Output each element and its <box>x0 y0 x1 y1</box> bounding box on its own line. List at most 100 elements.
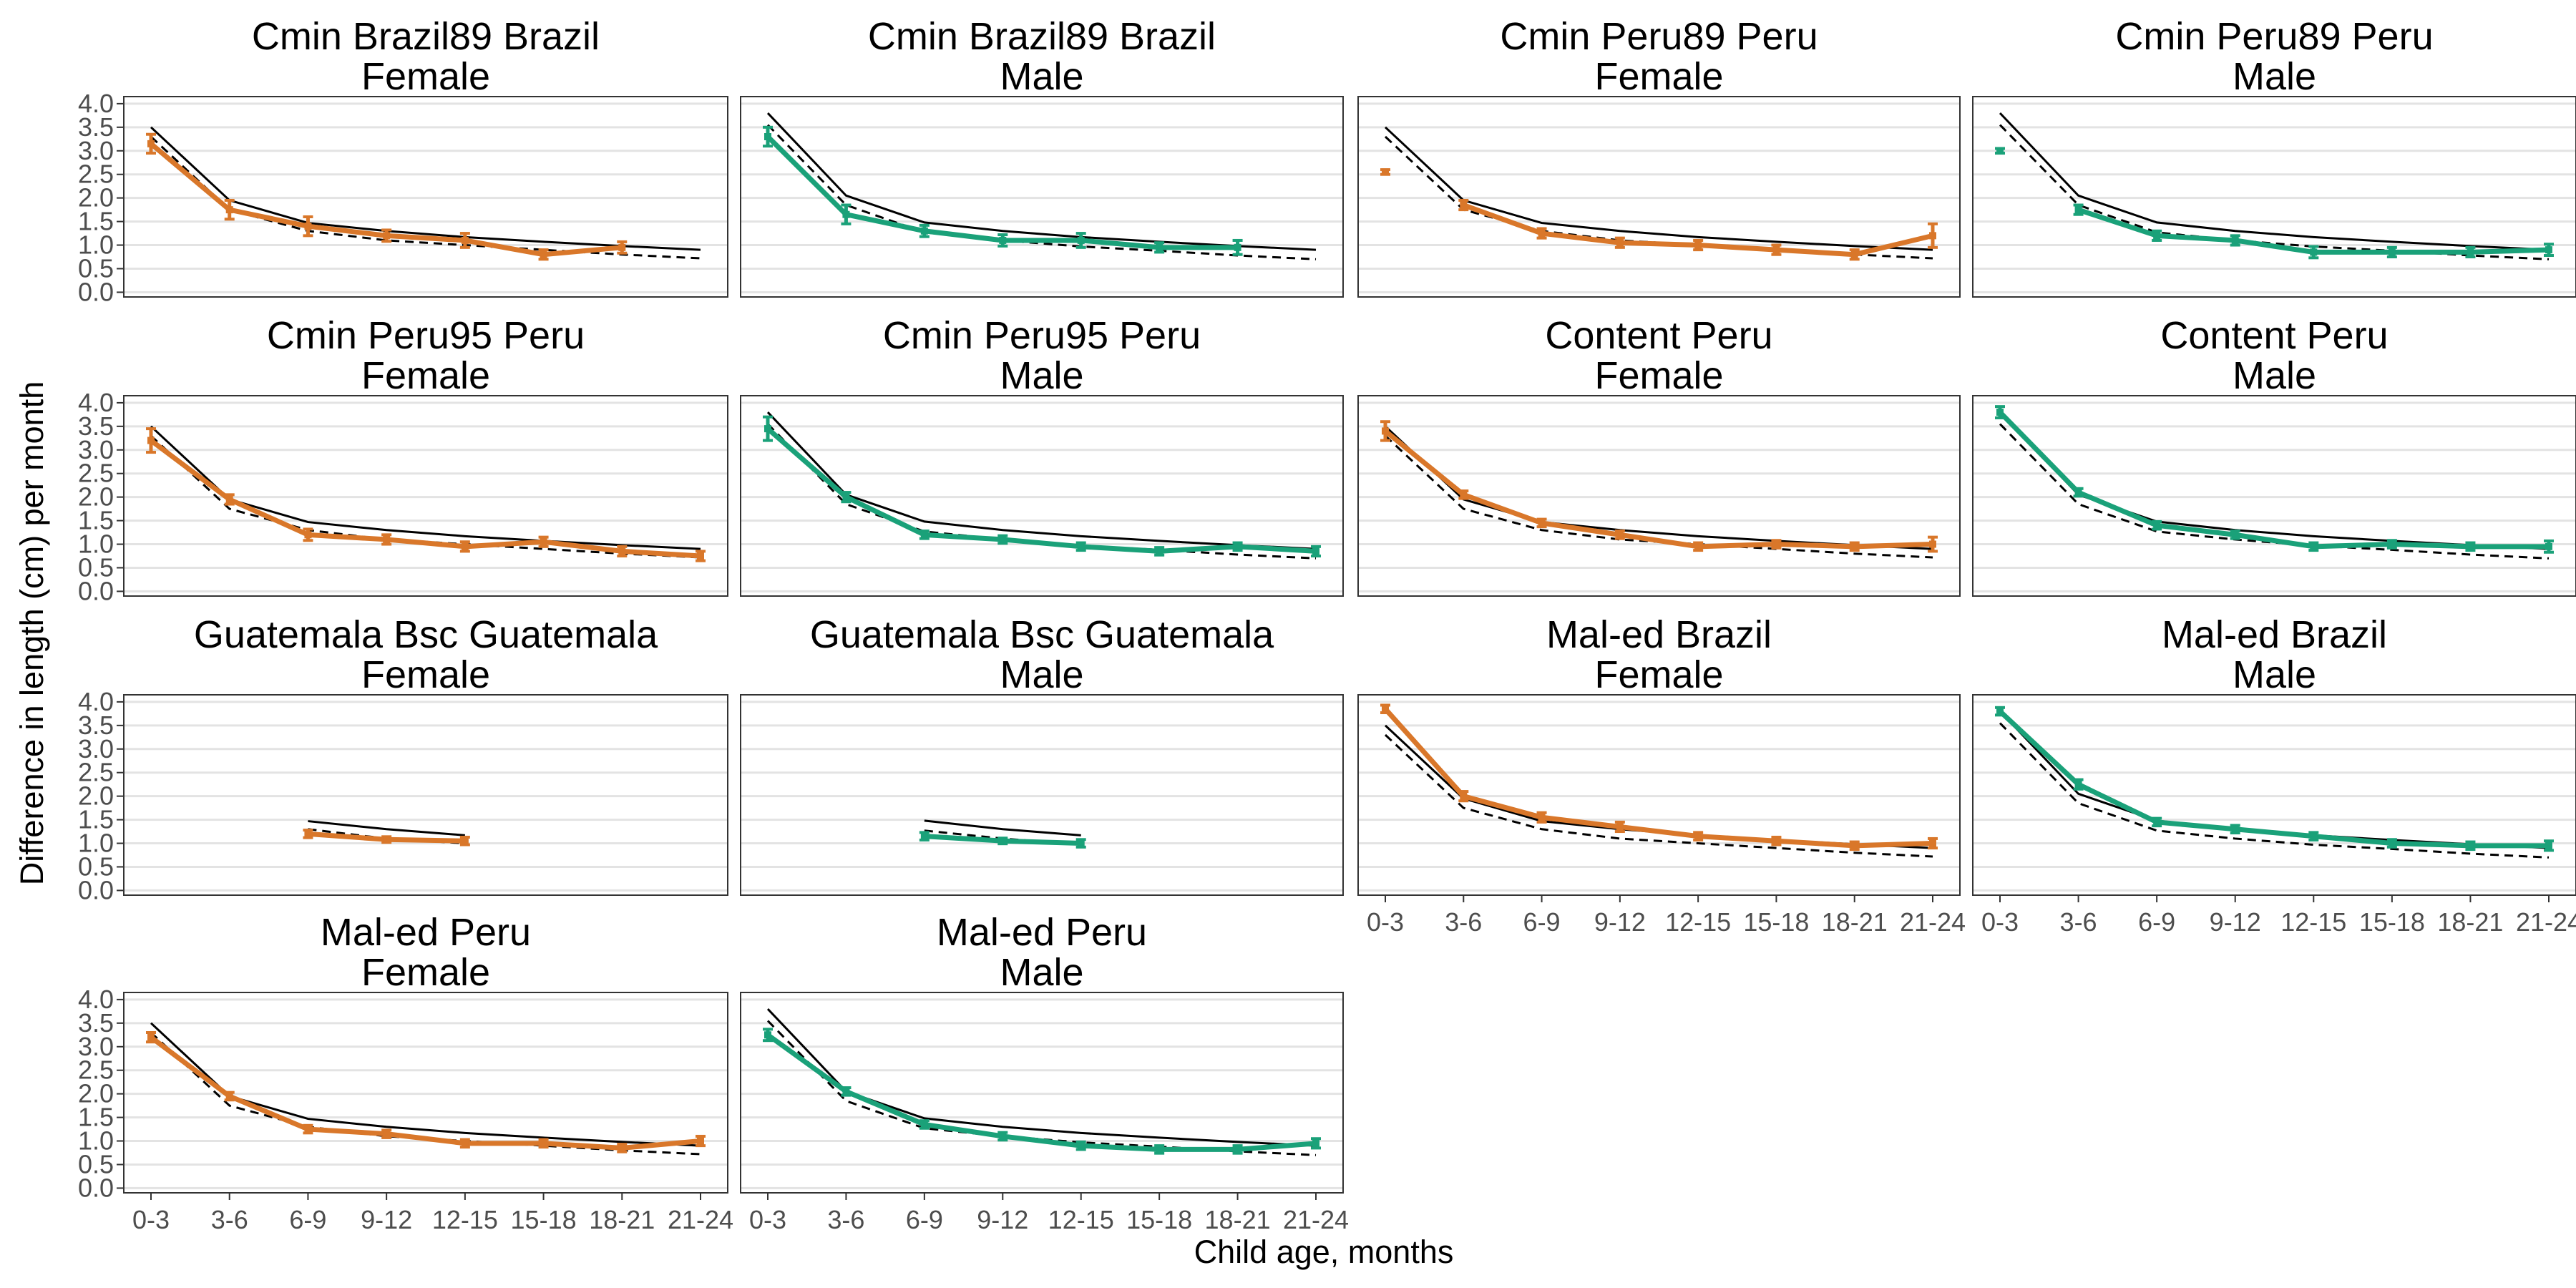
y-tick-label: 1.5 <box>78 207 114 236</box>
data-point <box>1156 1146 1163 1153</box>
data-point <box>1694 241 1702 249</box>
data-point <box>304 531 312 539</box>
x-tick-label: 6-9 <box>1523 907 1561 937</box>
panel-title-line-2: Male <box>2233 653 2316 696</box>
data-point <box>2310 248 2318 256</box>
data-point <box>1996 147 2004 155</box>
data-point <box>2310 832 2318 840</box>
x-tick-label: 0-3 <box>1367 907 1404 937</box>
data-point <box>1694 832 1702 840</box>
series-line <box>1383 707 1933 849</box>
data-point <box>383 836 391 844</box>
data-point <box>147 1033 155 1041</box>
data-point <box>1929 232 1936 240</box>
x-tick-label: 3-6 <box>211 1205 248 1234</box>
panel-title-line-2: Female <box>361 354 490 397</box>
y-tick-label: 3.0 <box>78 435 114 464</box>
data-point <box>540 1139 547 1147</box>
data-point <box>618 1144 626 1152</box>
data-point <box>225 495 233 503</box>
data-point <box>2388 540 2396 548</box>
data-point <box>383 535 391 543</box>
data-point <box>1077 542 1085 550</box>
panel-border <box>1972 694 2576 896</box>
data-point <box>764 133 771 140</box>
panel-title-line-2: Female <box>361 653 490 696</box>
data-point <box>2153 232 2161 240</box>
x-tick-label: 0-3 <box>1981 907 2019 937</box>
data-point <box>1850 542 1858 550</box>
y-tick-label: 2.5 <box>78 758 114 787</box>
x-tick-label: 12-15 <box>1665 907 1731 937</box>
y-tick-label: 3.0 <box>78 1032 114 1061</box>
data-point <box>842 1088 850 1096</box>
data-point <box>1077 236 1085 244</box>
data-point <box>461 236 469 244</box>
data-point <box>697 552 704 560</box>
data-point <box>1312 547 1319 555</box>
y-tick-label: 1.5 <box>78 506 114 535</box>
data-point <box>2153 522 2161 530</box>
y-tick-label: 0.0 <box>78 1173 114 1202</box>
data-point <box>842 210 850 218</box>
data-point <box>1460 491 1468 499</box>
panel-title-line-2: Male <box>1000 653 1083 696</box>
data-point <box>2231 531 2239 539</box>
series-line <box>1383 429 1933 550</box>
x-tick-label: 18-21 <box>1205 1205 1271 1234</box>
data-point <box>461 837 469 845</box>
data-point <box>764 425 771 433</box>
panel-title-line-1: Content Peru <box>2160 314 2388 357</box>
reference-line-solid <box>766 411 1317 550</box>
reference-line-solid <box>308 820 465 836</box>
data-point <box>304 1126 312 1133</box>
x-tick-label: 12-15 <box>1048 1205 1114 1234</box>
x-tick-label: 6-9 <box>289 1205 326 1234</box>
y-tick-label: 1.5 <box>78 1103 114 1132</box>
y-tick-label: 0.0 <box>78 277 114 306</box>
panel-title-line-2: Male <box>2233 354 2316 397</box>
data-point <box>1996 409 2004 416</box>
panel-border <box>740 96 1344 298</box>
data-point <box>304 830 312 838</box>
data-point <box>225 1092 233 1100</box>
y-tick-label: 2.5 <box>78 1055 114 1085</box>
data-point <box>2388 248 2396 256</box>
data-point <box>1382 168 1389 176</box>
data-point <box>2467 248 2474 256</box>
panel-title-line-1: Cmin Brazil89 Brazil <box>252 15 600 58</box>
data-point <box>1538 519 1546 527</box>
x-tick-label: 0-3 <box>749 1205 786 1234</box>
panel-title-line-1: Mal-ed Peru <box>321 911 531 954</box>
data-point <box>618 243 626 251</box>
x-tick-label: 9-12 <box>2210 907 2261 937</box>
x-tick-label: 15-18 <box>1743 907 1809 937</box>
y-tick-label: 3.5 <box>78 112 114 142</box>
data-point <box>1616 531 1624 539</box>
data-point <box>618 547 626 555</box>
data-point <box>1616 239 1624 247</box>
panel-title-line-1: Cmin Brazil89 Brazil <box>868 15 1216 58</box>
x-tick-label: 15-18 <box>511 1205 577 1234</box>
y-tick-label: 3.5 <box>78 1008 114 1038</box>
x-tick-label: 18-21 <box>589 1205 655 1234</box>
y-tick-label: 0.0 <box>78 875 114 904</box>
data-point <box>147 140 155 147</box>
data-point <box>1460 201 1468 209</box>
data-point <box>1234 542 1241 550</box>
y-tick-label: 2.0 <box>78 183 114 213</box>
data-point <box>383 1130 391 1138</box>
series-line <box>766 1033 1317 1152</box>
y-tick-label: 0.5 <box>78 852 114 881</box>
panel-title-line-2: Female <box>1594 354 1723 397</box>
data-point <box>2153 818 2161 826</box>
y-axis-label: Difference in length (cm) per month <box>14 381 50 886</box>
reference-line-dashed <box>1384 733 1933 858</box>
